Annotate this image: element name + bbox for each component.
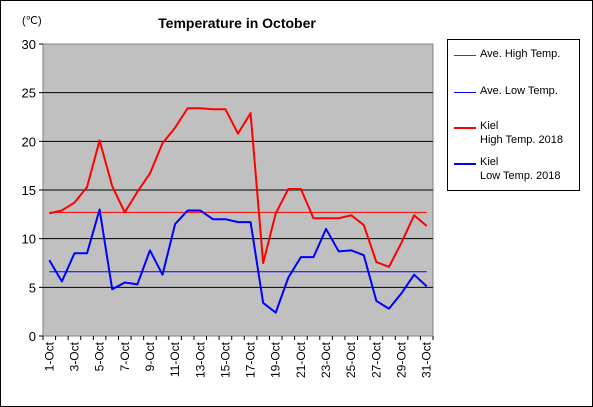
x-tick-label: 11-Oct: [168, 341, 182, 377]
legend-swatch-kiel-low: [454, 163, 476, 165]
x-tick-label: 23-Oct: [319, 341, 333, 378]
y-tick-label: 20: [22, 134, 36, 149]
x-tick-label: 27-Oct: [369, 341, 383, 378]
chart-title: Temperature in October: [158, 15, 316, 31]
y-tick-label: 5: [29, 280, 36, 295]
y-unit-label: (℃): [22, 15, 42, 27]
x-tick-label: 7-Oct: [118, 341, 132, 371]
x-tick-label: 31-Oct: [420, 341, 434, 378]
series-line-2: [49, 107, 428, 268]
legend-label-kiel-low-line1: Kiel: [480, 156, 499, 168]
x-tick-label: 21-Oct: [294, 341, 308, 378]
legend: Ave. High Temp. Ave. Low Temp. Kiel High…: [447, 39, 580, 191]
legend-swatch-ave-high: [454, 55, 476, 56]
x-axis: 1-Oct 3-Oct 5-Oct 7-Oct 9-Oct 11-Oct 13-Oct 15-…: [42, 336, 434, 378]
legend-label-ave-high: Ave. High Temp.: [480, 48, 561, 60]
x-tick-label: 3-Oct: [67, 341, 81, 371]
x-tick-label: 17-Oct: [244, 341, 258, 378]
legend-swatch-kiel-high: [454, 127, 476, 129]
y-tick-label: 0: [29, 329, 36, 344]
series-layer: [48, 107, 428, 314]
x-tick-label: 25-Oct: [344, 341, 358, 378]
legend-label-kiel-high-line1: Kiel: [480, 120, 499, 132]
y-tick-label: 15: [22, 183, 36, 198]
x-tick-label: 1-Oct: [42, 341, 56, 371]
legend-label-ave-low: Ave. Low Temp.: [480, 85, 558, 97]
x-tick-label: 19-Oct: [269, 341, 283, 378]
x-tick-label: 13-Oct: [193, 341, 207, 378]
y-axis: 0 5 10 15 20 25 30: [22, 37, 43, 344]
y-tick-label: 25: [22, 86, 36, 101]
x-tick-label: 9-Oct: [143, 341, 157, 371]
y-tick-label: 10: [22, 232, 36, 247]
x-tick-label: 15-Oct: [218, 341, 232, 378]
legend-label-kiel-high-line2: High Temp. 2018: [480, 134, 563, 146]
y-tick-label: 30: [22, 37, 36, 52]
legend-swatch-ave-low: [454, 92, 476, 93]
x-tick-label: 5-Oct: [93, 341, 107, 371]
series-line-3: [48, 208, 428, 314]
x-tick-label: 29-Oct: [395, 341, 409, 378]
legend-label-kiel-low-line2: Low Temp. 2018: [480, 170, 561, 182]
